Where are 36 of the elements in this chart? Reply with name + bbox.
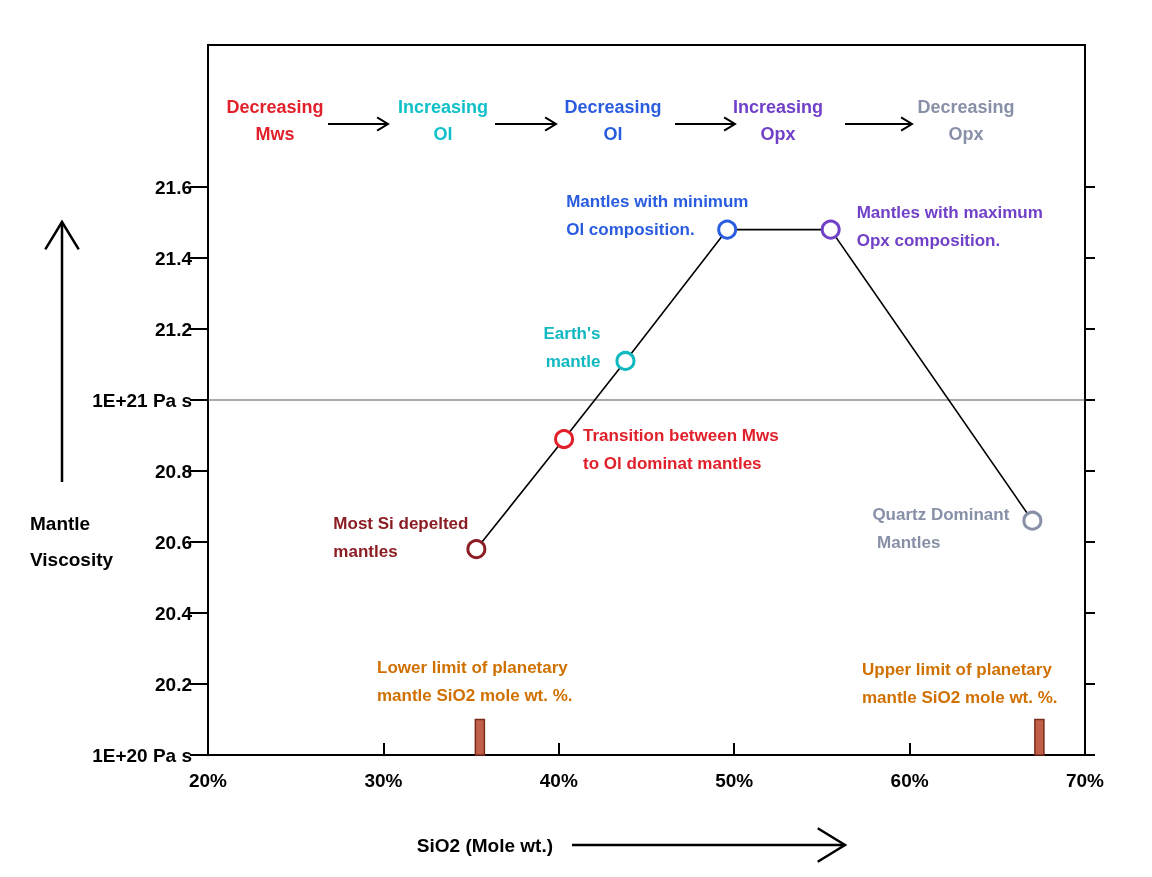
annotation: Mantles with maximum Opx composition.: [856, 203, 1043, 251]
y-tick-label: 21.6: [155, 176, 192, 198]
annotation: Earth's mantle: [543, 324, 601, 372]
y-tick-label: 21.4: [155, 247, 193, 269]
y-tick-label: 20.2: [155, 673, 192, 695]
x-tick-label: 40%: [539, 770, 578, 791]
annotation: Decreasing Ol: [564, 96, 662, 144]
y-tick-label: 1E+21 Pa s: [92, 389, 192, 411]
x-tick-label: 30%: [364, 770, 403, 791]
annotation: Increasing Opx: [732, 96, 824, 144]
annotation: Increasing Ol: [397, 96, 489, 144]
annotation: Upper limit of planetary mantle SiO2 mole wt. %.: [862, 659, 1058, 707]
point: [466, 539, 487, 560]
x-tick-label: 20%: [188, 770, 228, 791]
x-tick-label: 50%: [715, 770, 754, 791]
annotation: Decreasing Mws: [226, 96, 324, 144]
point: [1022, 510, 1043, 531]
y-axis-title: Mantle Viscosity: [30, 512, 114, 570]
y-tick-label: 20.8: [155, 460, 192, 482]
x-axis-title: SiO2 (Mole wt.): [416, 834, 553, 856]
point: [615, 350, 636, 371]
y-tick-label: 1E+20 Pa s: [92, 744, 192, 766]
annotation: Transition between Mws to Ol dominat mantles: [583, 425, 779, 473]
x-tick-label: 60%: [890, 770, 929, 791]
annotation: Lower limit of planetary mantle SiO2 mole wt. %.: [377, 657, 573, 705]
annotation: Most Si depelted mantles: [333, 513, 469, 561]
annotation: Mantles with minimum Ol composition.: [566, 192, 749, 240]
annotation: Decreasing Opx: [917, 96, 1015, 144]
y-tick-label: 20.6: [155, 531, 192, 553]
point: [717, 219, 738, 240]
annotation: Quartz Dominant Mantles: [872, 505, 1010, 553]
y-tick-label: 21.2: [155, 318, 192, 340]
point: [554, 429, 575, 450]
point: [820, 219, 841, 240]
y-tick-label: 20.4: [155, 602, 193, 624]
x-tick-label: 70%: [1065, 770, 1105, 791]
